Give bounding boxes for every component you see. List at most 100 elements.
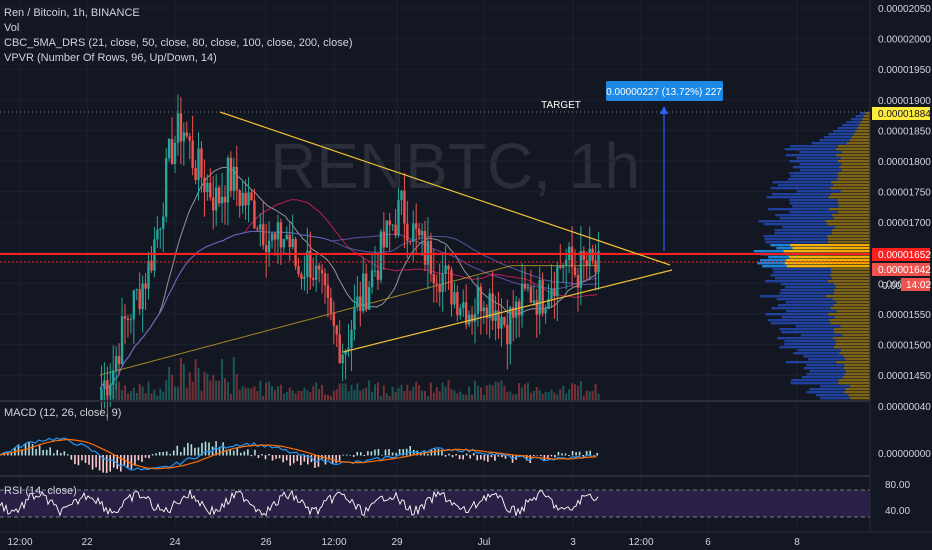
vpvr-row-up xyxy=(765,313,829,316)
time-tick: 29 xyxy=(391,537,403,548)
candle-body xyxy=(220,196,224,204)
volume-bar xyxy=(191,381,194,400)
volume-bar xyxy=(126,393,129,400)
vpvr-row-down xyxy=(841,151,870,154)
macd-histogram-bar xyxy=(547,455,549,460)
candle-body xyxy=(497,310,500,329)
macd-histogram-bar xyxy=(21,449,23,456)
measure-label-box[interactable] xyxy=(606,81,723,101)
vpvr-row-up xyxy=(809,388,846,391)
vpvr-row-down xyxy=(784,262,870,265)
target-label[interactable]: TARGET xyxy=(541,100,581,111)
macd-histogram-bar xyxy=(494,455,496,461)
vpvr-row-up xyxy=(786,310,837,313)
macd-histogram-bar xyxy=(384,449,387,456)
volume-bar xyxy=(265,382,268,400)
candle-body xyxy=(576,275,580,288)
macd-histogram-bar xyxy=(296,455,299,462)
volume-bar xyxy=(444,386,447,400)
macd-histogram-bar xyxy=(250,455,253,457)
vpvr-row-up xyxy=(789,199,838,202)
candle-body xyxy=(441,273,444,293)
vpvr-row-down xyxy=(831,277,870,280)
vpvr-row-down xyxy=(829,208,870,211)
time-tick: 3 xyxy=(570,537,576,548)
vpvr-row-up xyxy=(777,337,833,340)
macd-histogram-bar xyxy=(282,455,284,463)
volume-bar xyxy=(432,392,435,400)
macd-histogram-bar xyxy=(402,449,404,456)
volume-bar xyxy=(350,384,353,400)
vpvr-row-up xyxy=(789,160,838,163)
vpvr-row-down xyxy=(840,190,870,193)
volume-bar xyxy=(497,382,500,400)
candle-body xyxy=(309,250,312,278)
volume-bar xyxy=(421,390,424,400)
symbol-label[interactable]: Ren / Bitcoin, 1h, BINANCE xyxy=(4,7,140,19)
rsi-label[interactable]: RSI (14, close) xyxy=(4,485,77,497)
macd-histogram-bar xyxy=(458,455,461,460)
candle-body xyxy=(229,157,233,191)
macd-histogram-bar xyxy=(95,455,97,468)
volume-bar xyxy=(532,391,535,400)
candle-body xyxy=(432,274,436,284)
candle-body xyxy=(100,388,103,402)
candle-body xyxy=(409,240,412,242)
vpvr-row-down xyxy=(835,340,870,343)
candle-body xyxy=(326,285,330,298)
macd-histogram-bar xyxy=(391,452,394,456)
macd-histogram-bar xyxy=(88,455,90,465)
vpvr-row-down xyxy=(841,163,870,166)
volume-bar xyxy=(406,384,409,400)
macd-tick-zero: 0.00000000 xyxy=(878,449,931,460)
vpvr-row-down xyxy=(828,313,870,316)
vpvr-row-up xyxy=(803,367,844,370)
vpvr-row-down xyxy=(831,268,870,271)
volume-bar xyxy=(435,387,438,400)
candle-body xyxy=(406,223,409,241)
vpvr-row-down xyxy=(833,304,870,307)
volume-bar xyxy=(594,383,597,400)
candle-body xyxy=(247,192,250,206)
macd-histogram-bar xyxy=(190,444,193,456)
macd-histogram-bar xyxy=(427,453,429,456)
volume-label[interactable]: Vol xyxy=(4,22,20,34)
candle-body xyxy=(426,240,430,265)
candle-body xyxy=(450,269,453,305)
moving-average-label[interactable]: CBC_5MA_DRS (21, close, 50, close, 80, c… xyxy=(4,37,353,49)
volume-bar xyxy=(218,380,221,400)
candle-body xyxy=(253,200,256,229)
candle-body xyxy=(597,250,600,273)
macd-histogram-bar xyxy=(268,453,270,456)
time-axis[interactable]: 12:00 22 24 26 12:00 29 Jul 3 12:00 6 8 xyxy=(7,537,800,548)
volume-bar xyxy=(565,393,568,400)
macd-histogram-bar xyxy=(243,451,246,456)
volume-bar xyxy=(412,386,415,400)
triangle-upper-line[interactable] xyxy=(219,111,671,266)
volume-bar xyxy=(303,387,306,400)
macd-histogram-bar xyxy=(229,449,232,456)
macd-histogram-bar xyxy=(444,455,447,457)
candle-body xyxy=(476,286,480,314)
time-tick: 12:00 xyxy=(321,537,346,548)
vpvr-row-up xyxy=(760,295,827,298)
volume-bar xyxy=(391,386,394,400)
macd-histogram-bar xyxy=(187,442,189,456)
candle-body xyxy=(156,229,159,240)
volume-bar xyxy=(318,389,321,400)
symbol-watermark: RENBTC, 1h xyxy=(270,130,640,202)
vpvr-row-down xyxy=(846,142,870,145)
vpvr-label[interactable]: VPVR (Number Of Rows, 96, Up/Down, 14) xyxy=(4,52,217,64)
vpvr-row-up xyxy=(779,217,834,220)
vpvr-row-up xyxy=(785,301,837,304)
current-price-badge xyxy=(872,263,930,276)
macd-label[interactable]: MACD (12, 26, close, 9) xyxy=(4,407,122,419)
vpvr-row-up xyxy=(764,238,828,241)
triangle-lower-line[interactable] xyxy=(342,269,673,353)
vpvr-row-down xyxy=(848,394,870,397)
candle-body xyxy=(117,356,121,364)
volume-bar xyxy=(238,389,241,400)
volume-bar xyxy=(418,385,421,400)
macd-histogram-bar xyxy=(568,455,570,457)
